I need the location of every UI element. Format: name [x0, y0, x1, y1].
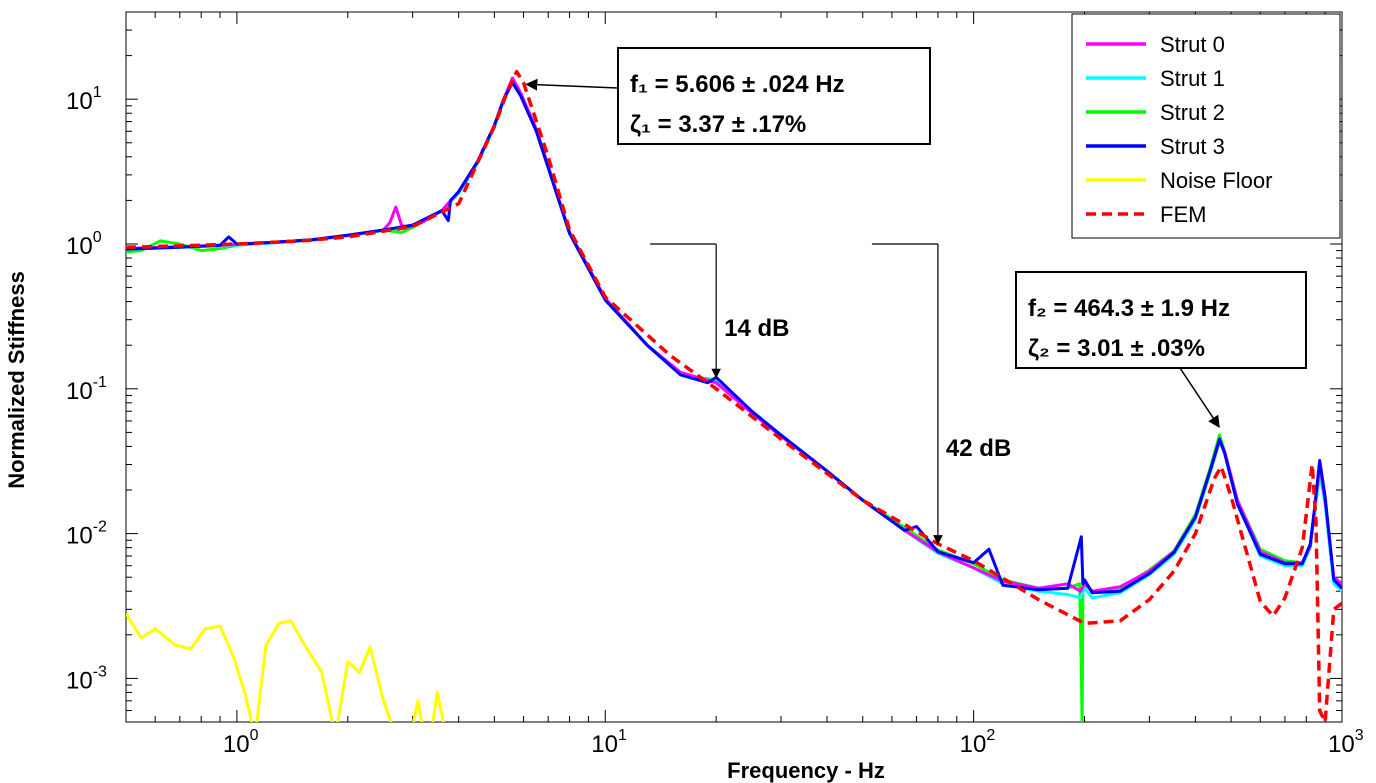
mode2-box [1015, 271, 1307, 369]
mode1-arrow [525, 78, 619, 91]
plot-area-frame [125, 11, 1343, 723]
db-mark-label: 14 dB [724, 315, 789, 342]
legend-label: Strut 1 [1160, 66, 1225, 91]
axis-tick-labels: 100 101 102 103 10-3 10-2 10-1 100 101 [66, 84, 1364, 758]
mode1-damping-text: ζ₁ = 3.37 ± .17% [630, 111, 806, 138]
mode2-damping-text: ζ₂ = 3.01 ± .03% [1028, 335, 1205, 362]
y-tick-label: 10-2 [66, 519, 107, 550]
mode2-freq-text: f₂ = 464.3 ± 1.9 Hz [1028, 295, 1230, 322]
y-axis-title: Normalized Stiffness [4, 271, 29, 489]
mode1-annotation: f₁ = 5.606 ± .024 Hz ζ₁ = 3.37 ± .17% [525, 47, 931, 145]
y-tick-label: 10-3 [66, 663, 107, 694]
legend-label: Strut 2 [1160, 100, 1225, 125]
db-mark-label: 42 dB [946, 435, 1011, 462]
legend: Strut 0 Strut 1 Strut 2 Strut 3 Noise Floor F… [1071, 13, 1341, 239]
series-fem [126, 69, 1342, 722]
legend-box [1071, 13, 1341, 239]
mode2-annotation: f₂ = 464.3 ± 1.9 Hz ζ₂ = 3.01 ± .03% [1015, 271, 1307, 428]
legend-label: Strut 3 [1160, 134, 1225, 159]
legend-label: Strut 0 [1160, 32, 1225, 57]
y-tick-label: 100 [66, 229, 102, 260]
legend-label: FEM [1160, 202, 1206, 227]
series-layer [126, 69, 1342, 722]
x-tick-label: 101 [591, 727, 627, 758]
x-tick-label: 102 [960, 727, 996, 758]
y-tick-label: 10-1 [66, 374, 107, 405]
x-tick-label: 100 [223, 727, 259, 758]
y-tick-label: 101 [66, 84, 102, 115]
mode1-box [617, 47, 931, 145]
x-axis-title: Frequency - Hz [727, 758, 885, 783]
mode2-arrow [1179, 367, 1220, 428]
legend-label: Noise Floor [1160, 168, 1272, 193]
db-annotations: 14 dB 42 dB [650, 243, 1011, 545]
mode1-freq-text: f₁ = 5.606 ± .024 Hz [630, 71, 845, 98]
x-tick-label: 103 [1328, 727, 1364, 758]
series-noise-floor [126, 612, 445, 722]
